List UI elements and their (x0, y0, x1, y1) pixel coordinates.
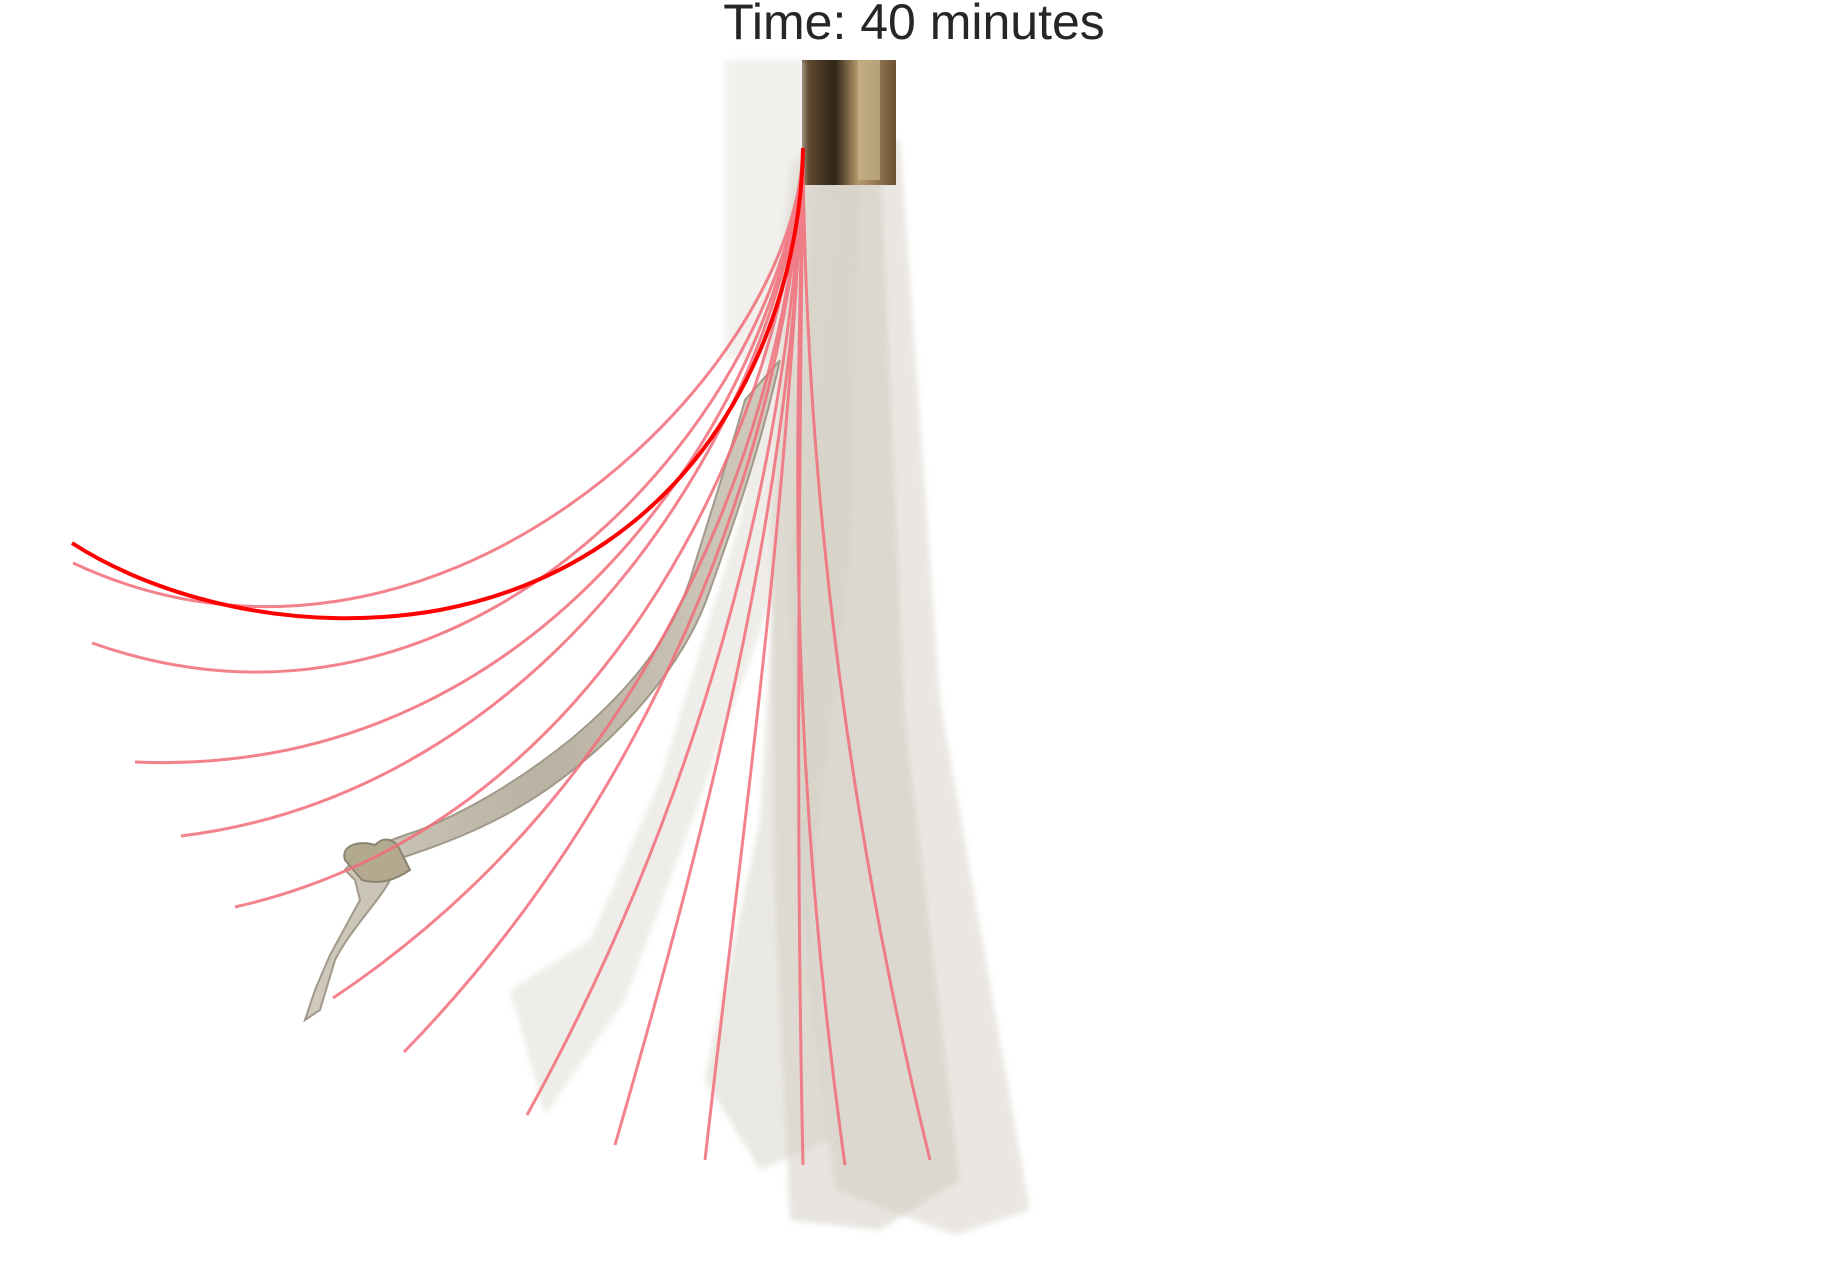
curve-frame (525, 149, 805, 1116)
previous-curves (72, 149, 932, 1166)
bent-bone-knob (343, 838, 412, 883)
curve-frame (801, 149, 932, 1161)
mount-stem (725, 60, 896, 360)
curve-frame (613, 149, 805, 1146)
mount-block (802, 60, 896, 185)
curve-frame (72, 149, 805, 609)
curve-frame (91, 149, 805, 674)
mount-highlight (858, 60, 880, 180)
mount-side (725, 60, 805, 360)
curve-frame (180, 149, 805, 838)
curve-frame (332, 149, 805, 1000)
curve-frame (797, 149, 805, 1166)
bone-ghost-frame (705, 160, 860, 1170)
figure-title: Time: 40 minutes (723, 0, 1105, 50)
current-curve (70, 147, 805, 621)
curve-frame (134, 149, 805, 765)
